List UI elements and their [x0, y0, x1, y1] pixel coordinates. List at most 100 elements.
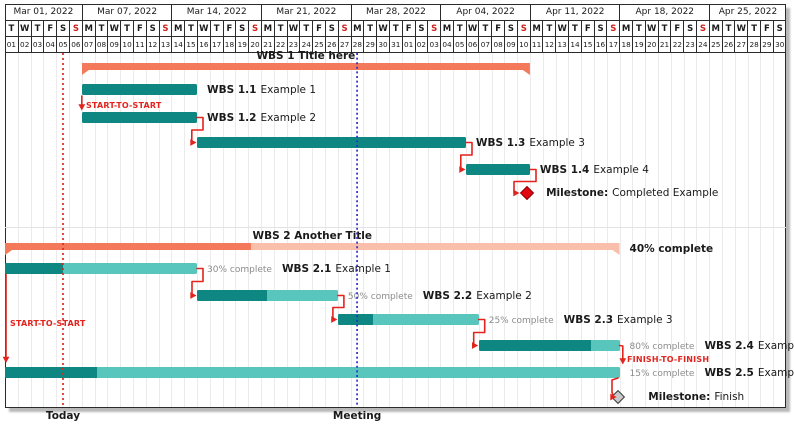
daynumber-cell: 19	[235, 37, 248, 52]
day-gridline	[133, 53, 135, 407]
daynumber-cell: 05	[452, 37, 466, 52]
day-gridline	[299, 53, 301, 407]
group-title: WBS 2 Another Title	[5, 230, 620, 242]
weekday-cell: S	[772, 21, 786, 36]
daynumber-cell: 10	[516, 37, 530, 52]
day-gridline	[350, 53, 352, 407]
section-divider	[5, 227, 786, 228]
task-bar	[465, 164, 530, 175]
link-label-start-to-start-1: START-TO-START	[86, 101, 162, 110]
daynumber-cell: 18	[222, 37, 236, 52]
day-gridline	[734, 53, 736, 407]
group-title-bold: WBS 2	[252, 230, 291, 242]
week-cell: Apr 18, 2022	[619, 4, 709, 20]
task-progress-fill	[478, 340, 592, 351]
day-gridline	[581, 53, 583, 407]
daynumber-cell: 26	[324, 37, 338, 52]
task-progress-fill	[5, 367, 98, 378]
weekday-cell: F	[43, 21, 56, 36]
day-gridline	[184, 53, 186, 407]
weekday-cell: W	[644, 21, 658, 36]
week-cell: Mar 21, 2022	[261, 4, 351, 20]
weekday-cell: S	[235, 21, 248, 36]
weekday-cell: W	[196, 21, 210, 36]
weekday-cell: T	[94, 21, 108, 36]
weekday-cell: W	[734, 21, 747, 36]
weekday-cell: T	[30, 21, 44, 36]
weekday-cell: T	[747, 21, 760, 36]
task-bar	[197, 137, 466, 148]
daynumber-cell: 21	[260, 37, 274, 52]
daynumber-cell: 27	[337, 37, 351, 52]
task-label-text: Example	[757, 366, 794, 379]
weekday-cell: S	[56, 21, 69, 36]
task-progress-fill	[337, 314, 374, 325]
link-label-start-to-start-2: START-TO-START	[10, 319, 86, 328]
daynumber-cell: 13	[158, 37, 172, 52]
daynumber-cell: 13	[555, 37, 568, 52]
task-bar	[478, 340, 620, 351]
week-cell: Mar 07, 2022	[81, 4, 172, 20]
daynumber-cell: 25	[312, 37, 325, 52]
weekday-cell: T	[721, 21, 735, 36]
task-progress-fill	[5, 263, 63, 274]
weekday-cell-sunday: S	[516, 21, 530, 36]
weekday-cell: W	[17, 21, 31, 36]
daynumber-cell: 07	[81, 37, 95, 52]
day-gridline	[261, 53, 263, 407]
task-label-text: Example 4	[757, 339, 794, 352]
task-label-text: Example 3	[529, 136, 585, 149]
day-gridline	[43, 53, 45, 407]
day-gridline	[465, 53, 467, 407]
day-gridline	[632, 53, 634, 407]
daynumber-cell: 11	[529, 37, 543, 52]
day-gridline	[197, 53, 199, 407]
task-label-bold: WBS 1.2	[207, 111, 257, 124]
task-label: WBS 1.4 Example 4	[540, 164, 649, 176]
day-gridline	[517, 53, 519, 407]
day-gridline	[376, 53, 378, 407]
vrule-label-meeting: Meeting	[332, 410, 382, 422]
daynumber-cell: 01	[401, 37, 415, 52]
day-gridline	[248, 53, 250, 407]
daynumber-cell: 12	[542, 37, 555, 52]
day-gridline	[120, 53, 122, 407]
day-gridline	[30, 53, 32, 407]
link-label-finish-to-finish: FINISH-TO-FINISH	[627, 355, 710, 364]
weekday-cell-sunday: S	[696, 21, 709, 36]
weekday-cell-sunday: S	[68, 21, 82, 36]
weekday-cell: W	[286, 21, 300, 36]
daynumber-cell: 06	[465, 37, 479, 52]
weekday-cell: T	[8, 23, 15, 34]
weekday-cell: W	[107, 21, 120, 36]
daynumber-cell: 04	[440, 37, 453, 52]
daynumber-cell: 30	[772, 37, 786, 52]
day-gridline	[17, 53, 19, 407]
daynumber-cell: 02	[414, 37, 428, 52]
daynumber-cell: 11	[132, 37, 146, 52]
weekday-cell: M	[171, 21, 184, 36]
task-label-bold: WBS 2.5	[704, 366, 754, 379]
day-gridline	[593, 53, 595, 407]
weekday-cell: S	[324, 21, 338, 36]
task-label-text: Example 3	[617, 313, 673, 326]
daynumber-cell: 04	[43, 37, 56, 52]
day-gridline	[542, 53, 544, 407]
task-progress-label: 80% complete	[629, 341, 695, 352]
daynumber-cell: 03	[30, 37, 44, 52]
weekday-cell-sunday: S	[606, 21, 619, 36]
weekday-cell-sunday: S	[427, 21, 440, 36]
header-week-row: Mar 01, 2022 Mar 07, 2022 Mar 14, 2022 Mar …	[5, 4, 786, 21]
group-title-text: Title here	[298, 50, 356, 62]
daynumber-cell: 17	[606, 37, 619, 52]
daynumber-cell: 27	[734, 37, 747, 52]
daynumber-cell: 07	[478, 37, 491, 52]
day-gridline	[619, 53, 621, 407]
task-label: WBS 1.3 Example 3	[476, 137, 585, 149]
week-cell: Mar 28, 2022	[350, 4, 441, 20]
weekday-cell: F	[401, 21, 415, 36]
weekday-cell: S	[593, 21, 607, 36]
daynumber-cell: 28	[747, 37, 760, 52]
header-daynumber-row: 01 02 03 04 05 06 07 08 09 10 11 12 13 14 15 16 17 18 19 20…	[5, 37, 786, 53]
weekday-cell-sunday: S	[337, 21, 351, 36]
